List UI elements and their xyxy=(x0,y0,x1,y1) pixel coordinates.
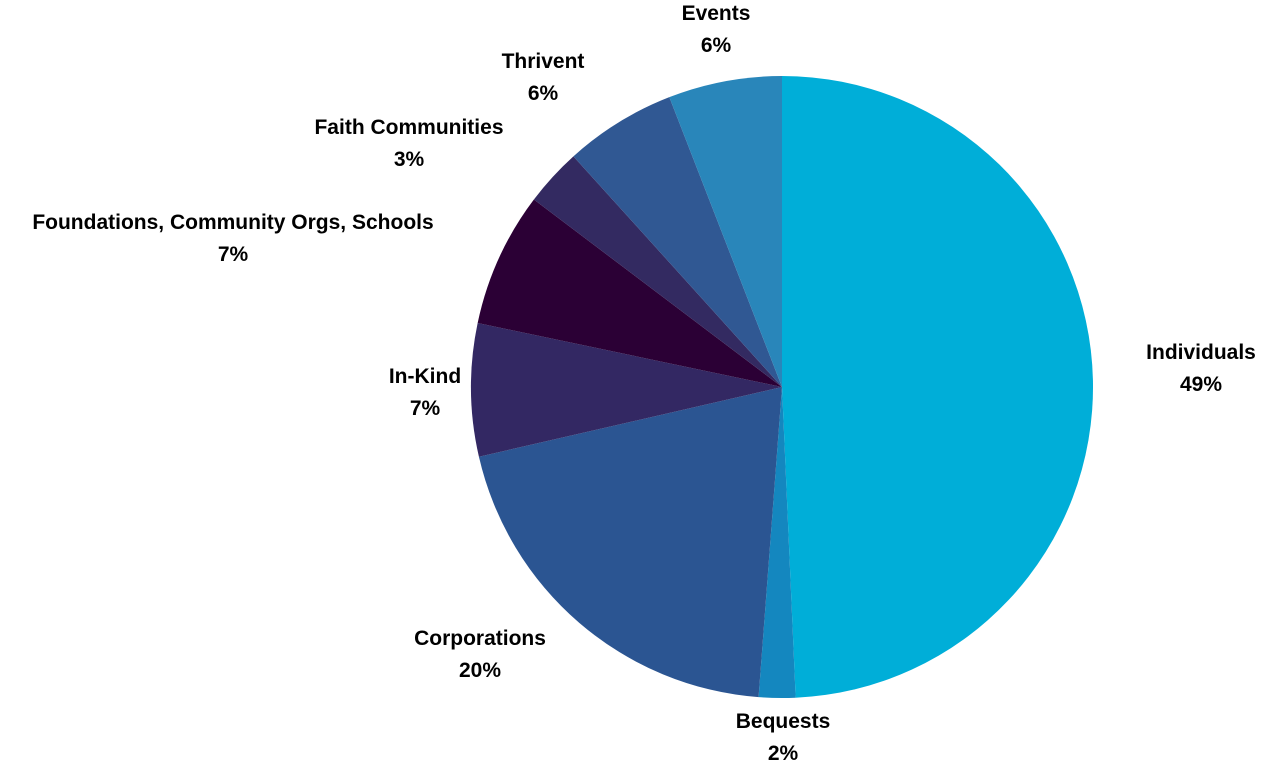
pie-slice-individuals xyxy=(782,75,1094,698)
slice-label-corporations: Corporations xyxy=(414,627,546,650)
slice-label-thrivent: Thrivent xyxy=(502,50,585,73)
slice-value-label-in-kind: 7% xyxy=(410,397,441,420)
slice-label-bequests: Bequests xyxy=(736,710,831,733)
pie-slice-thrivent xyxy=(573,97,782,387)
slice-value-label-thrivent: 6% xyxy=(528,82,559,105)
slice-label-foundations-community-orgs-schools: Foundations, Community Orgs, Schools xyxy=(32,211,433,234)
pie-slice-foundations-community-orgs-schools xyxy=(477,199,782,387)
slice-value-label-events: 6% xyxy=(701,34,732,57)
pie-slice-events xyxy=(669,76,782,387)
slices-layer xyxy=(470,75,1094,699)
pie-slice-in-kind xyxy=(470,322,782,457)
slice-label-in-kind: In-Kind xyxy=(389,365,461,388)
slice-value-label-bequests: 2% xyxy=(768,742,799,765)
slice-label-faith-communities: Faith Communities xyxy=(314,116,503,139)
pie-slice-corporations xyxy=(478,387,782,698)
pie-slice-faith-communities xyxy=(533,156,782,387)
slice-label-events: Events xyxy=(682,2,751,25)
slice-value-label-individuals: 49% xyxy=(1180,373,1222,396)
pie-slice-bequests xyxy=(758,387,796,699)
slice-label-individuals: Individuals xyxy=(1146,341,1256,364)
slice-value-label-faith-communities: 3% xyxy=(394,148,425,171)
slice-value-label-foundations-community-orgs-schools: 7% xyxy=(218,243,249,266)
slice-value-label-corporations: 20% xyxy=(459,659,501,682)
labels-layer: Individuals 49% Bequests 2% Corporations 20% I… xyxy=(32,2,1256,765)
